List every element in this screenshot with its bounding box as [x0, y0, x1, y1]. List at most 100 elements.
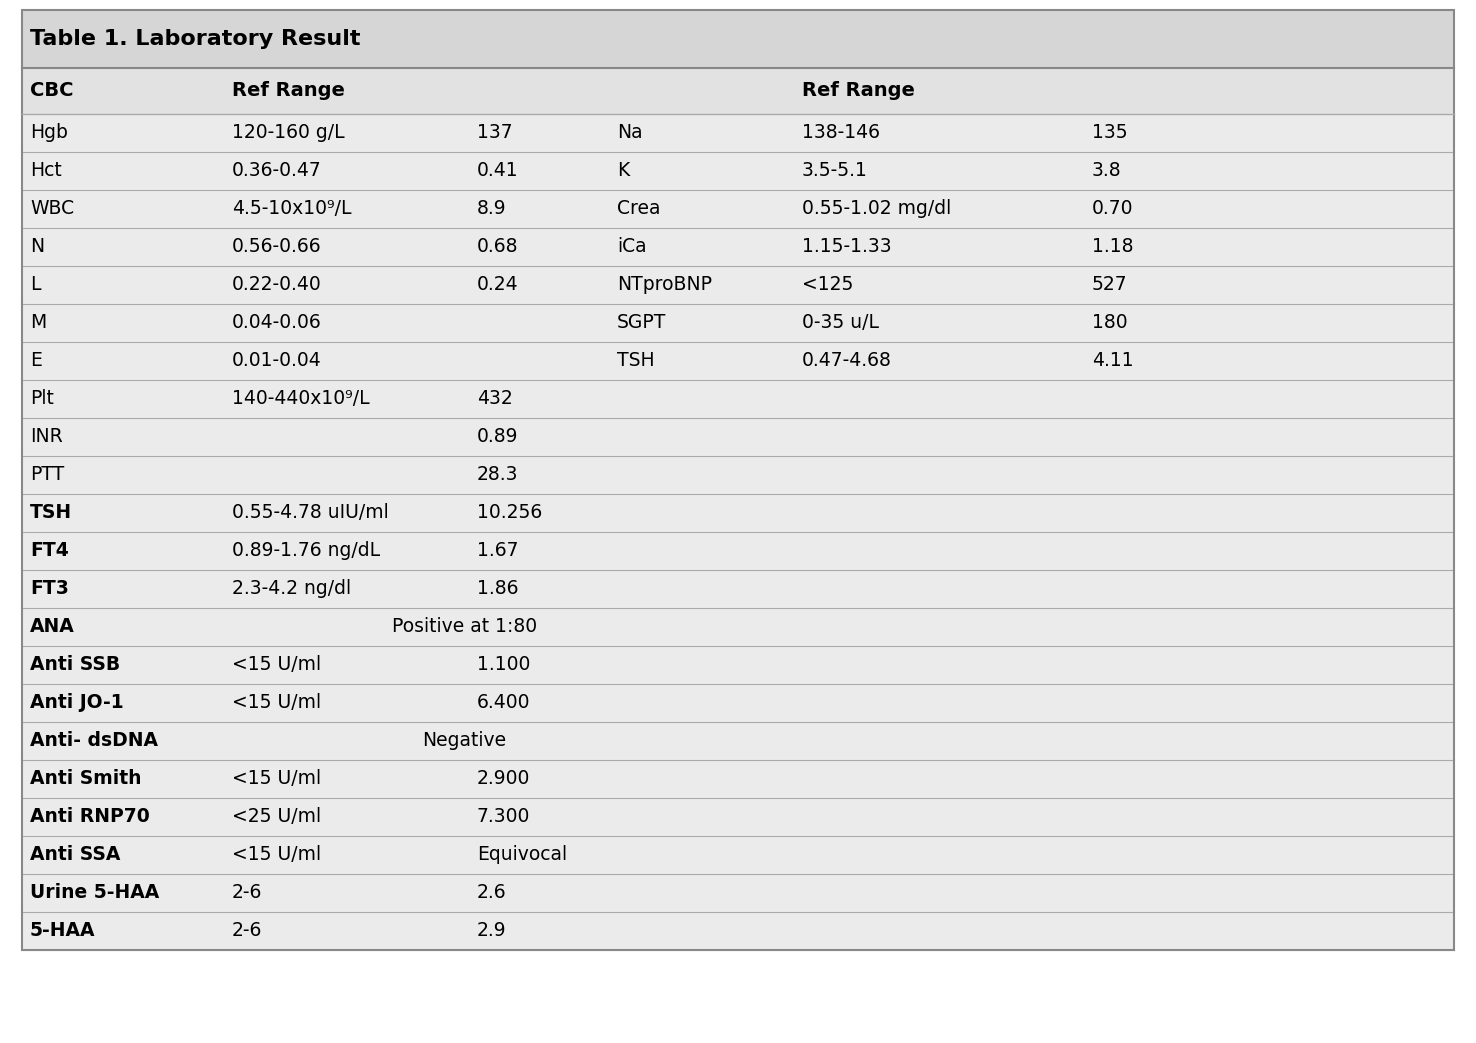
- Text: 7.300: 7.300: [477, 807, 530, 826]
- Text: FT4: FT4: [30, 541, 69, 560]
- Text: 180: 180: [1092, 314, 1128, 333]
- Bar: [22, 608, 1454, 646]
- Bar: [22, 456, 1454, 494]
- Text: 0.24: 0.24: [477, 275, 518, 294]
- Bar: [22, 418, 1454, 456]
- Text: 0.89: 0.89: [477, 428, 518, 446]
- Text: Negative: Negative: [422, 731, 506, 751]
- Bar: [22, 190, 1454, 228]
- Text: 135: 135: [1092, 123, 1128, 143]
- Text: Urine 5-HAA: Urine 5-HAA: [30, 883, 159, 902]
- Text: 0.55-1.02 mg/dl: 0.55-1.02 mg/dl: [801, 199, 951, 218]
- Text: 1.15-1.33: 1.15-1.33: [801, 238, 892, 257]
- Text: Anti Smith: Anti Smith: [30, 770, 142, 789]
- Text: 140-440x10⁹/L: 140-440x10⁹/L: [232, 389, 369, 409]
- Text: 1.86: 1.86: [477, 580, 518, 599]
- Text: Ref Range: Ref Range: [801, 81, 915, 100]
- Text: PTT: PTT: [30, 465, 65, 485]
- Text: FT3: FT3: [30, 580, 69, 599]
- Text: 1.100: 1.100: [477, 655, 530, 675]
- Text: L: L: [30, 275, 40, 294]
- Text: 527: 527: [1092, 275, 1128, 294]
- Text: TSH: TSH: [30, 504, 72, 523]
- Bar: [22, 646, 1454, 684]
- Text: 1.18: 1.18: [1092, 238, 1134, 257]
- Bar: [22, 836, 1454, 874]
- Text: TSH: TSH: [617, 351, 655, 370]
- Text: E: E: [30, 351, 41, 370]
- Text: 0.04-0.06: 0.04-0.06: [232, 314, 322, 333]
- Text: <125: <125: [801, 275, 853, 294]
- Text: <15 U/ml: <15 U/ml: [232, 846, 322, 865]
- Bar: [22, 571, 1454, 608]
- Text: Crea: Crea: [617, 199, 660, 218]
- Text: N: N: [30, 238, 44, 257]
- Text: 6.400: 6.400: [477, 694, 530, 712]
- Text: 0.55-4.78 uIU/ml: 0.55-4.78 uIU/ml: [232, 504, 388, 523]
- Bar: [22, 114, 1454, 152]
- Text: 0.47-4.68: 0.47-4.68: [801, 351, 892, 370]
- Text: 8.9: 8.9: [477, 199, 506, 218]
- Bar: [22, 532, 1454, 571]
- Text: 0.41: 0.41: [477, 162, 518, 180]
- Text: Anti- dsDNA: Anti- dsDNA: [30, 731, 158, 751]
- Text: SGPT: SGPT: [617, 314, 666, 333]
- Text: Anti SSB: Anti SSB: [30, 655, 120, 675]
- Text: 0.56-0.66: 0.56-0.66: [232, 238, 322, 257]
- Text: 0.22-0.40: 0.22-0.40: [232, 275, 322, 294]
- Text: 10.256: 10.256: [477, 504, 542, 523]
- Text: 0.01-0.04: 0.01-0.04: [232, 351, 322, 370]
- Text: 28.3: 28.3: [477, 465, 518, 485]
- Text: 2.9: 2.9: [477, 922, 506, 941]
- Text: ANA: ANA: [30, 617, 75, 636]
- Text: WBC: WBC: [30, 199, 74, 218]
- Text: Anti RNP70: Anti RNP70: [30, 807, 149, 826]
- Text: INR: INR: [30, 428, 63, 446]
- Text: Na: Na: [617, 123, 642, 143]
- Bar: [22, 722, 1454, 760]
- Bar: [22, 68, 1454, 114]
- Bar: [22, 494, 1454, 532]
- Text: 4.11: 4.11: [1092, 351, 1134, 370]
- Bar: [22, 304, 1454, 342]
- Text: 120-160 g/L: 120-160 g/L: [232, 123, 344, 143]
- Text: Anti SSA: Anti SSA: [30, 846, 121, 865]
- Bar: [22, 874, 1454, 912]
- Text: 1.67: 1.67: [477, 541, 518, 560]
- Bar: [22, 798, 1454, 836]
- Bar: [22, 228, 1454, 266]
- Text: 137: 137: [477, 123, 512, 143]
- Bar: [22, 684, 1454, 722]
- Text: <15 U/ml: <15 U/ml: [232, 770, 322, 789]
- Text: <15 U/ml: <15 U/ml: [232, 655, 322, 675]
- Bar: [22, 152, 1454, 190]
- Text: 5-HAA: 5-HAA: [30, 922, 96, 941]
- Text: NTproBNP: NTproBNP: [617, 275, 711, 294]
- Bar: [22, 10, 1454, 68]
- Bar: [22, 380, 1454, 418]
- Text: CBC: CBC: [30, 81, 74, 100]
- Text: iCa: iCa: [617, 238, 646, 257]
- Text: 3.5-5.1: 3.5-5.1: [801, 162, 868, 180]
- Text: 432: 432: [477, 389, 512, 409]
- Bar: [22, 266, 1454, 304]
- Text: 138-146: 138-146: [801, 123, 880, 143]
- Text: Table 1. Laboratory Result: Table 1. Laboratory Result: [30, 29, 360, 49]
- Text: 3.8: 3.8: [1092, 162, 1122, 180]
- Text: 4.5-10x10⁹/L: 4.5-10x10⁹/L: [232, 199, 351, 218]
- Text: M: M: [30, 314, 46, 333]
- Text: Plt: Plt: [30, 389, 55, 409]
- Text: K: K: [617, 162, 629, 180]
- Text: <15 U/ml: <15 U/ml: [232, 694, 322, 712]
- Text: 0.68: 0.68: [477, 238, 518, 257]
- Text: 0.36-0.47: 0.36-0.47: [232, 162, 322, 180]
- Text: 2.900: 2.900: [477, 770, 530, 789]
- Text: Hgb: Hgb: [30, 123, 68, 143]
- Text: 2.6: 2.6: [477, 883, 506, 902]
- Bar: [22, 342, 1454, 380]
- Text: 0.89-1.76 ng/dL: 0.89-1.76 ng/dL: [232, 541, 381, 560]
- Text: Ref Range: Ref Range: [232, 81, 345, 100]
- Bar: [22, 760, 1454, 798]
- Text: Hct: Hct: [30, 162, 62, 180]
- Bar: [22, 912, 1454, 950]
